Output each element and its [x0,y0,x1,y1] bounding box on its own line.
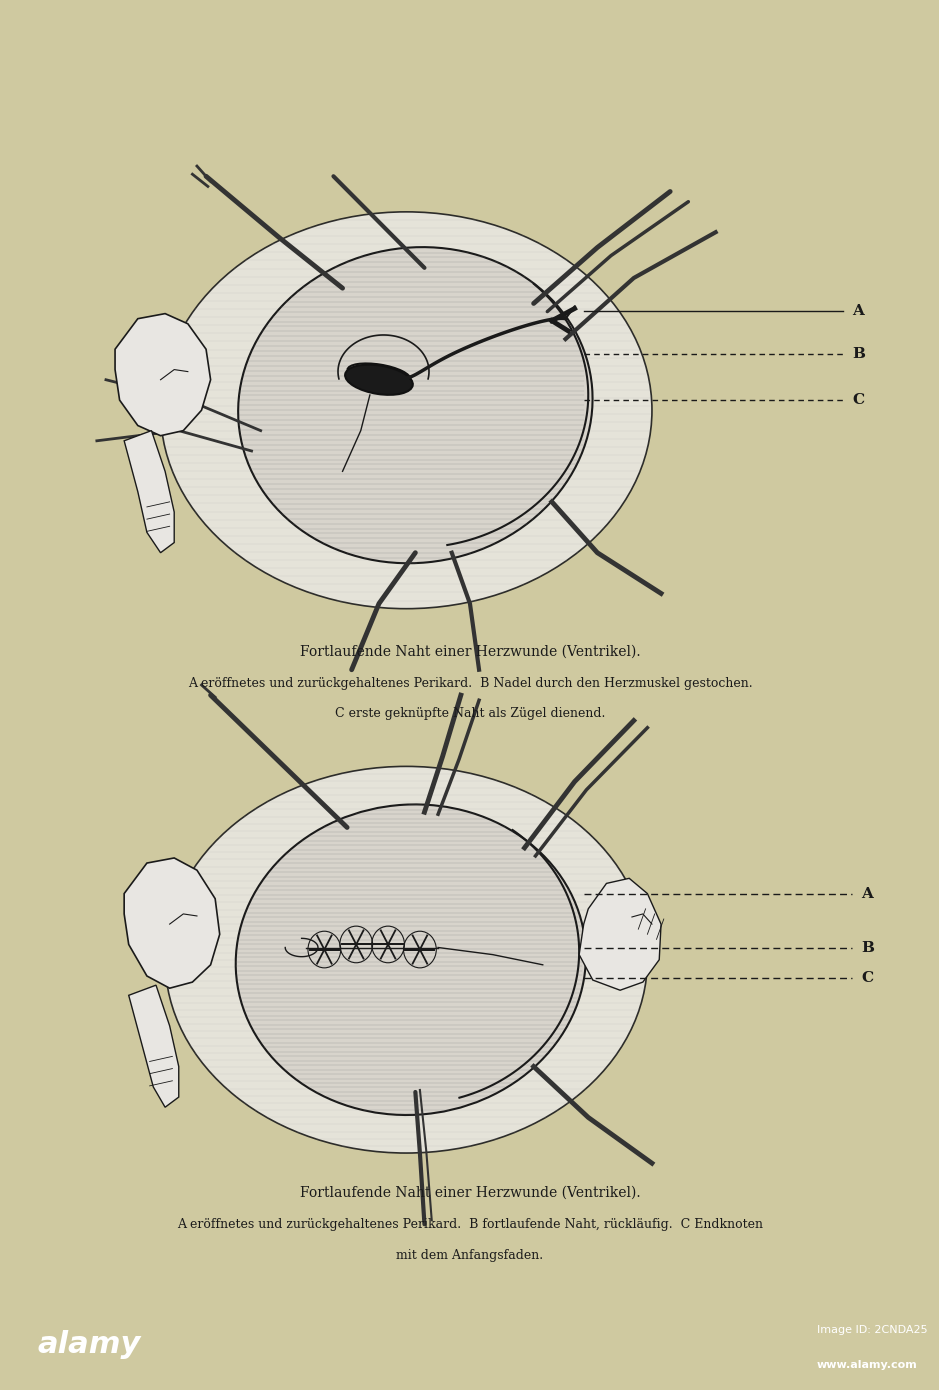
Text: C: C [861,972,873,986]
Ellipse shape [239,247,593,563]
Text: B: B [861,941,874,955]
Text: C erste geknüpfte Naht als Zügel dienend.: C erste geknüpfte Naht als Zügel dienend… [335,708,605,720]
Polygon shape [124,431,175,553]
Ellipse shape [346,364,413,395]
Polygon shape [129,986,178,1108]
Text: Fortlaufende Naht einer Herzwunde (Ventrikel).: Fortlaufende Naht einer Herzwunde (Ventr… [300,645,640,659]
Text: C: C [853,393,864,407]
Text: A: A [861,887,873,901]
Text: alamy: alamy [38,1330,141,1359]
Polygon shape [579,878,661,990]
Text: mit dem Anfangsfaden.: mit dem Anfangsfaden. [396,1248,544,1262]
Polygon shape [115,314,210,435]
Ellipse shape [161,211,652,609]
Ellipse shape [236,805,586,1115]
Text: B: B [853,348,865,361]
Text: www.alamy.com: www.alamy.com [817,1361,917,1371]
Text: A: A [853,303,864,317]
Ellipse shape [165,766,647,1154]
Text: A eröffnetes und zurückgehaltenes Perikard.  B fortlaufende Naht, rückläufig.  C: A eröffnetes und zurückgehaltenes Perika… [177,1218,763,1232]
Polygon shape [124,858,220,988]
Text: Image ID: 2CNDA25: Image ID: 2CNDA25 [817,1326,928,1336]
Text: A eröffnetes und zurückgehaltenes Perikard.  B Nadel durch den Herzmuskel gestoc: A eröffnetes und zurückgehaltenes Perika… [188,677,752,689]
Text: Fortlaufende Naht einer Herzwunde (Ventrikel).: Fortlaufende Naht einer Herzwunde (Ventr… [300,1186,640,1200]
